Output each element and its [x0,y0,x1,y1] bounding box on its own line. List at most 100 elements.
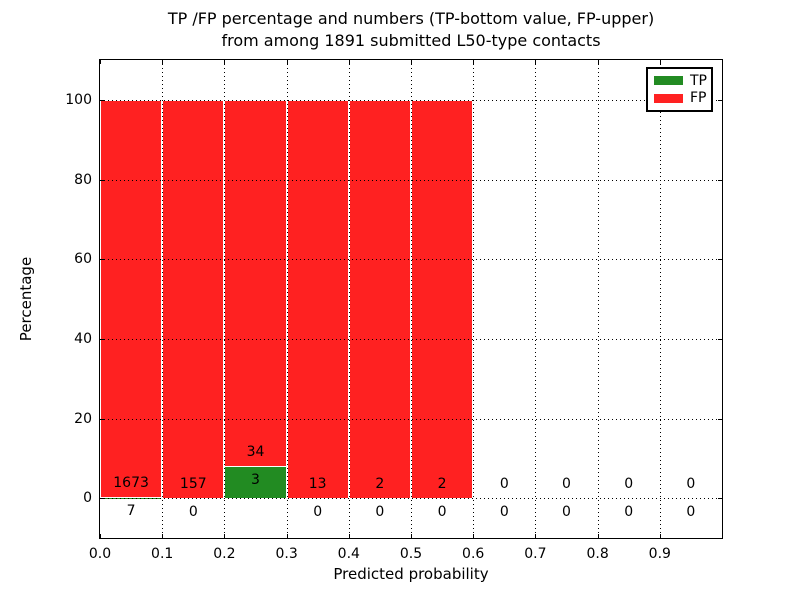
x-axis-label: Predicted probability [333,565,489,583]
tp-count-label: 0 [686,504,696,521]
fp-count-label: 0 [624,476,634,493]
tp-count-label: 0 [313,504,323,521]
x-tick-label: 0.3 [275,546,298,562]
tp-count-label: 0 [188,504,198,521]
y-tick [100,99,104,101]
grid-line-horizontal [100,179,722,181]
bar-tp-segment [100,496,163,499]
chart-title-line2: from among 1891 submitted L50-type conta… [221,31,601,50]
y-axis-label: Percentage [17,256,35,342]
tp-count-label: 3 [251,471,260,488]
tp-count-label: 0 [499,504,509,521]
grid-line-vertical [411,60,412,538]
x-tick [286,534,288,538]
x-tick [100,60,101,64]
grid-line-horizontal [100,498,722,500]
x-tick [100,534,101,538]
grid-line-vertical [348,60,350,538]
y-tick [718,418,722,420]
fp-count-label: 2 [375,476,385,493]
y-tick-label: 40 [74,330,92,347]
fp-count-label: 0 [686,476,696,493]
x-tick [659,60,661,64]
legend-swatch [654,76,683,86]
x-tick [659,534,661,538]
x-tick [473,534,475,538]
legend: TP FP [646,67,713,112]
legend-label: TP [690,72,707,89]
x-tick [286,60,288,64]
y-tick [718,338,722,340]
grid-line-vertical [473,60,475,538]
y-tick [100,338,104,340]
grid-line-vertical [286,60,288,538]
tp-count-label: 0 [562,504,571,521]
fp-count-label: 2 [437,476,447,493]
x-tick [597,534,599,538]
tp-count-label: 0 [437,504,447,521]
y-tick [718,259,722,261]
bar-fp-segment [100,99,163,497]
legend-swatch [654,93,683,103]
grid-line-horizontal [100,259,722,261]
y-tick [100,259,104,261]
bar-fp-segment [224,99,287,466]
x-tick [411,60,412,64]
chart-title: TP /FP percentage and numbers (TP-bottom… [100,8,722,52]
y-tick [718,498,722,500]
y-tick [100,418,104,420]
legend-entry: TP [654,72,707,89]
grid-line-vertical [659,60,661,538]
y-tick-label: 80 [74,171,92,188]
chart-title-line1: TP /FP percentage and numbers (TP-bottom… [167,9,655,28]
bar-fp-segment [348,99,411,499]
tp-count-label: 7 [126,502,136,519]
x-tick-label: 0.1 [151,546,174,562]
grid-line-vertical [162,60,164,538]
y-tick [718,99,722,101]
x-tick [162,60,164,64]
y-tick [100,179,104,181]
x-tick-label: 0.0 [88,546,112,562]
x-tick-label: 0.2 [213,546,236,562]
plot-area: 1673 7 157 0 34 3 13 0 2 0 2 0 0 0 0 0 0 0 0 0 [99,59,723,539]
x-tick [473,60,475,64]
x-tick [162,534,164,538]
tp-count-label: 0 [624,504,634,521]
x-tick [224,534,226,538]
fp-count-label: 0 [562,476,571,493]
x-tick-label: 0.7 [524,546,547,562]
grid-line-vertical [535,60,537,538]
x-tick [722,60,723,64]
x-tick [535,534,537,538]
x-tick-label: 0.6 [462,546,485,562]
x-tick [224,60,226,64]
y-tick-label: 20 [74,410,92,427]
y-tick-label: 0 [83,490,92,507]
x-tick [722,534,723,538]
bar-fp-segment [286,99,349,499]
y-tick [100,498,104,500]
grid-line-vertical [597,60,599,538]
grid-line-horizontal [100,99,722,101]
legend-entry: FP [654,90,707,107]
y-tick-label: 100 [65,91,92,108]
fp-count-label: 34 [246,443,265,460]
x-tick-label: 0.5 [399,546,423,562]
y-tick [718,179,722,181]
fp-count-label: 1673 [113,474,149,491]
y-tick-label: 60 [74,251,92,268]
x-tick [348,534,350,538]
fp-count-label: 0 [499,476,509,493]
legend-label: FP [690,90,707,107]
grid-line-horizontal [100,338,722,340]
tp-count-label: 0 [375,504,385,521]
x-tick-label: 0.4 [337,546,360,562]
x-tick [535,60,537,64]
x-tick [348,60,350,64]
grid-line-vertical [224,60,226,538]
grid-line-horizontal [100,418,722,420]
fp-count-label: 13 [308,476,327,493]
fp-count-label: 157 [179,476,207,493]
